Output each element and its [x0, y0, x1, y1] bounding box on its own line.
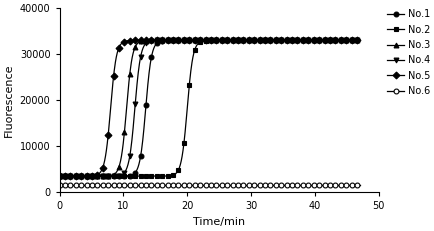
- No.4: [178, 39, 183, 42]
- No.6: [290, 184, 296, 187]
- No.6: [189, 184, 194, 187]
- No.4: [87, 175, 92, 178]
- Line: No.4: No.4: [57, 38, 361, 179]
- No.5: [178, 39, 183, 42]
- No.1: [263, 39, 268, 42]
- Line: No.3: No.3: [57, 38, 361, 179]
- No.4: [57, 175, 62, 178]
- No.4: [189, 39, 194, 42]
- No.3: [263, 39, 268, 42]
- No.2: [296, 39, 301, 42]
- No.5: [214, 39, 219, 42]
- Line: No.6: No.6: [57, 183, 361, 188]
- No.3: [230, 39, 236, 42]
- No.4: [263, 39, 268, 42]
- No.3: [296, 39, 301, 42]
- No.2: [178, 161, 183, 164]
- No.2: [291, 39, 296, 42]
- No.3: [57, 175, 62, 178]
- No.1: [291, 39, 296, 42]
- No.4: [296, 39, 301, 42]
- Line: No.2: No.2: [57, 38, 361, 179]
- Line: No.1: No.1: [57, 38, 361, 179]
- X-axis label: Time/min: Time/min: [193, 217, 245, 227]
- No.4: [291, 39, 296, 42]
- No.2: [263, 39, 268, 42]
- No.6: [296, 184, 301, 187]
- No.1: [296, 39, 301, 42]
- No.3: [87, 175, 92, 178]
- No.2: [290, 39, 296, 42]
- No.1: [189, 39, 194, 42]
- No.1: [249, 39, 254, 42]
- No.5: [291, 39, 296, 42]
- No.3: [356, 39, 362, 42]
- No.6: [356, 184, 362, 187]
- No.5: [263, 39, 268, 42]
- No.5: [356, 39, 362, 42]
- No.4: [238, 39, 243, 42]
- No.1: [178, 39, 183, 42]
- No.2: [189, 63, 194, 66]
- No.3: [189, 39, 194, 42]
- Y-axis label: Fluorescence: Fluorescence: [4, 64, 14, 137]
- No.3: [291, 39, 296, 42]
- No.1: [57, 175, 62, 178]
- No.3: [178, 39, 183, 42]
- No.6: [263, 184, 268, 187]
- No.6: [57, 184, 62, 187]
- No.1: [87, 175, 92, 178]
- No.5: [57, 175, 62, 178]
- No.5: [296, 39, 301, 42]
- No.4: [356, 39, 362, 42]
- No.2: [57, 175, 62, 178]
- Line: No.5: No.5: [57, 38, 361, 179]
- Legend: No.1, No.2, No.3, No.4, No.5, No.6: No.1, No.2, No.3, No.4, No.5, No.6: [386, 9, 430, 96]
- No.2: [87, 175, 92, 178]
- No.6: [178, 184, 183, 187]
- No.2: [356, 39, 362, 42]
- No.5: [87, 175, 92, 177]
- No.5: [189, 39, 194, 42]
- No.6: [87, 184, 92, 187]
- No.1: [356, 39, 362, 42]
